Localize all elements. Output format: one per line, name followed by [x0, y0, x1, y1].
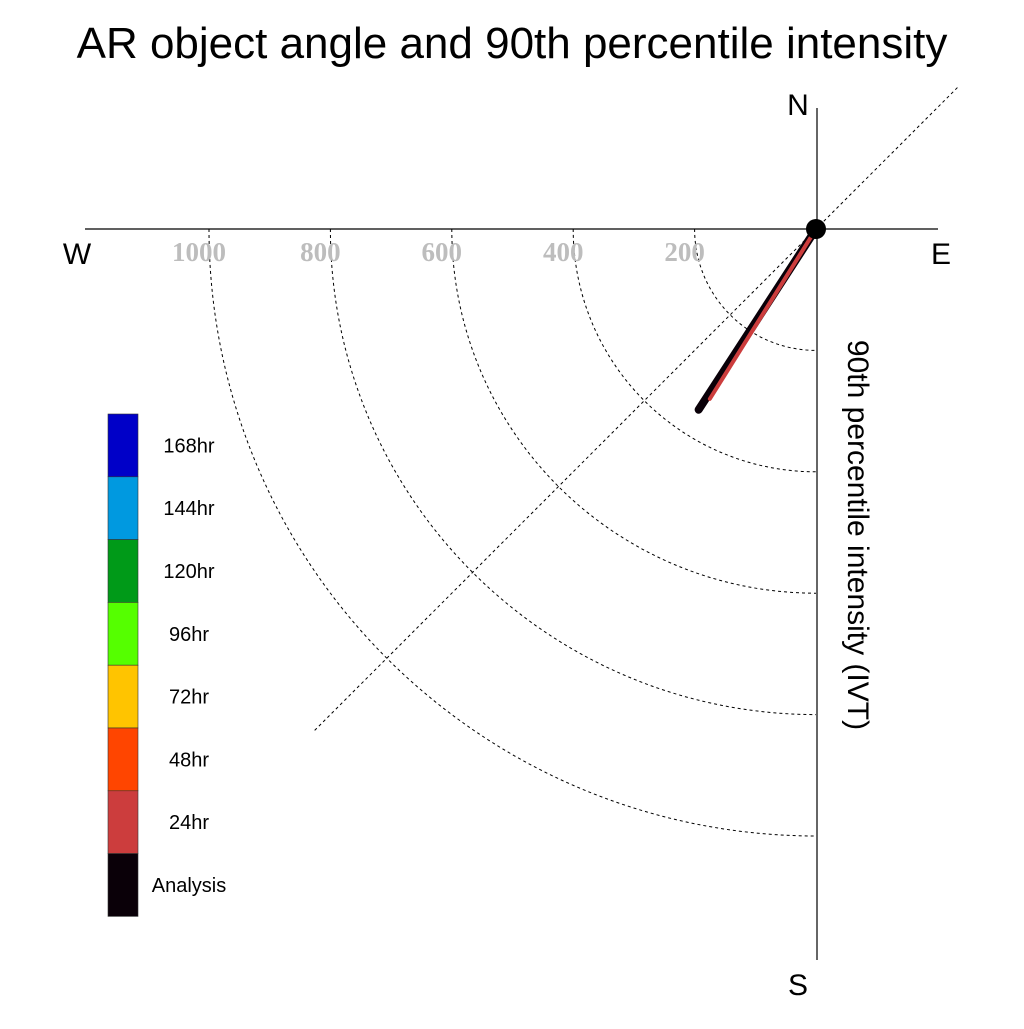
- grid-layer: [208, 87, 958, 837]
- grid-arc-200: [694, 228, 817, 351]
- legend: 168hr 144hr 120hr 96hr 72hr 48hr 24hr Analysis: [107, 413, 226, 917]
- legend-label-analysis: Analysis: [152, 875, 226, 897]
- origin-marker: [806, 219, 826, 239]
- series-layer: [694, 225, 820, 414]
- legend-label-144hr: 144hr: [163, 498, 214, 520]
- legend-label-48hr: 48hr: [169, 749, 209, 771]
- tick-label-layer: 200 400 600 800 1000: [172, 237, 705, 267]
- legend-swatch-48hr: [107, 727, 139, 792]
- r-tick-label-800: 800: [300, 237, 341, 267]
- legend-label-96hr: 96hr: [169, 624, 209, 646]
- r-tick-label-1000: 1000: [172, 237, 226, 267]
- legend-swatch-144hr: [107, 476, 139, 540]
- legend-swatch-168hr: [107, 413, 139, 478]
- compass-west: W: [63, 238, 92, 271]
- r-tick-label-600: 600: [422, 237, 463, 267]
- compass-south: S: [788, 969, 808, 1002]
- vector-24hr: [707, 227, 818, 401]
- grid-arc-400: [572, 228, 817, 473]
- legend-swatch-analysis: [107, 853, 139, 917]
- compass-north: N: [787, 89, 809, 122]
- r-tick-label-200: 200: [664, 237, 705, 267]
- legend-label-168hr: 168hr: [163, 435, 214, 457]
- legend-swatch-24hr: [107, 790, 139, 854]
- radial-axis-label: 90th percentile intensity (IVT): [841, 340, 874, 730]
- legend-label-120hr: 120hr: [163, 561, 214, 583]
- grid-arc-800: [329, 228, 817, 716]
- chart-title: AR object angle and 90th percentile inte…: [77, 19, 948, 68]
- grid-arc-600: [451, 228, 817, 594]
- legend-swatch-96hr: [107, 602, 139, 666]
- legend-swatch-72hr: [107, 664, 139, 729]
- compass-east: E: [931, 238, 951, 271]
- legend-label-24hr: 24hr: [169, 812, 209, 834]
- axes-layer: N E S W: [63, 89, 951, 1002]
- legend-label-72hr: 72hr: [169, 687, 209, 709]
- r-tick-label-400: 400: [543, 237, 584, 267]
- legend-swatch-120hr: [107, 539, 139, 603]
- diagonal-reference-line: [313, 87, 958, 732]
